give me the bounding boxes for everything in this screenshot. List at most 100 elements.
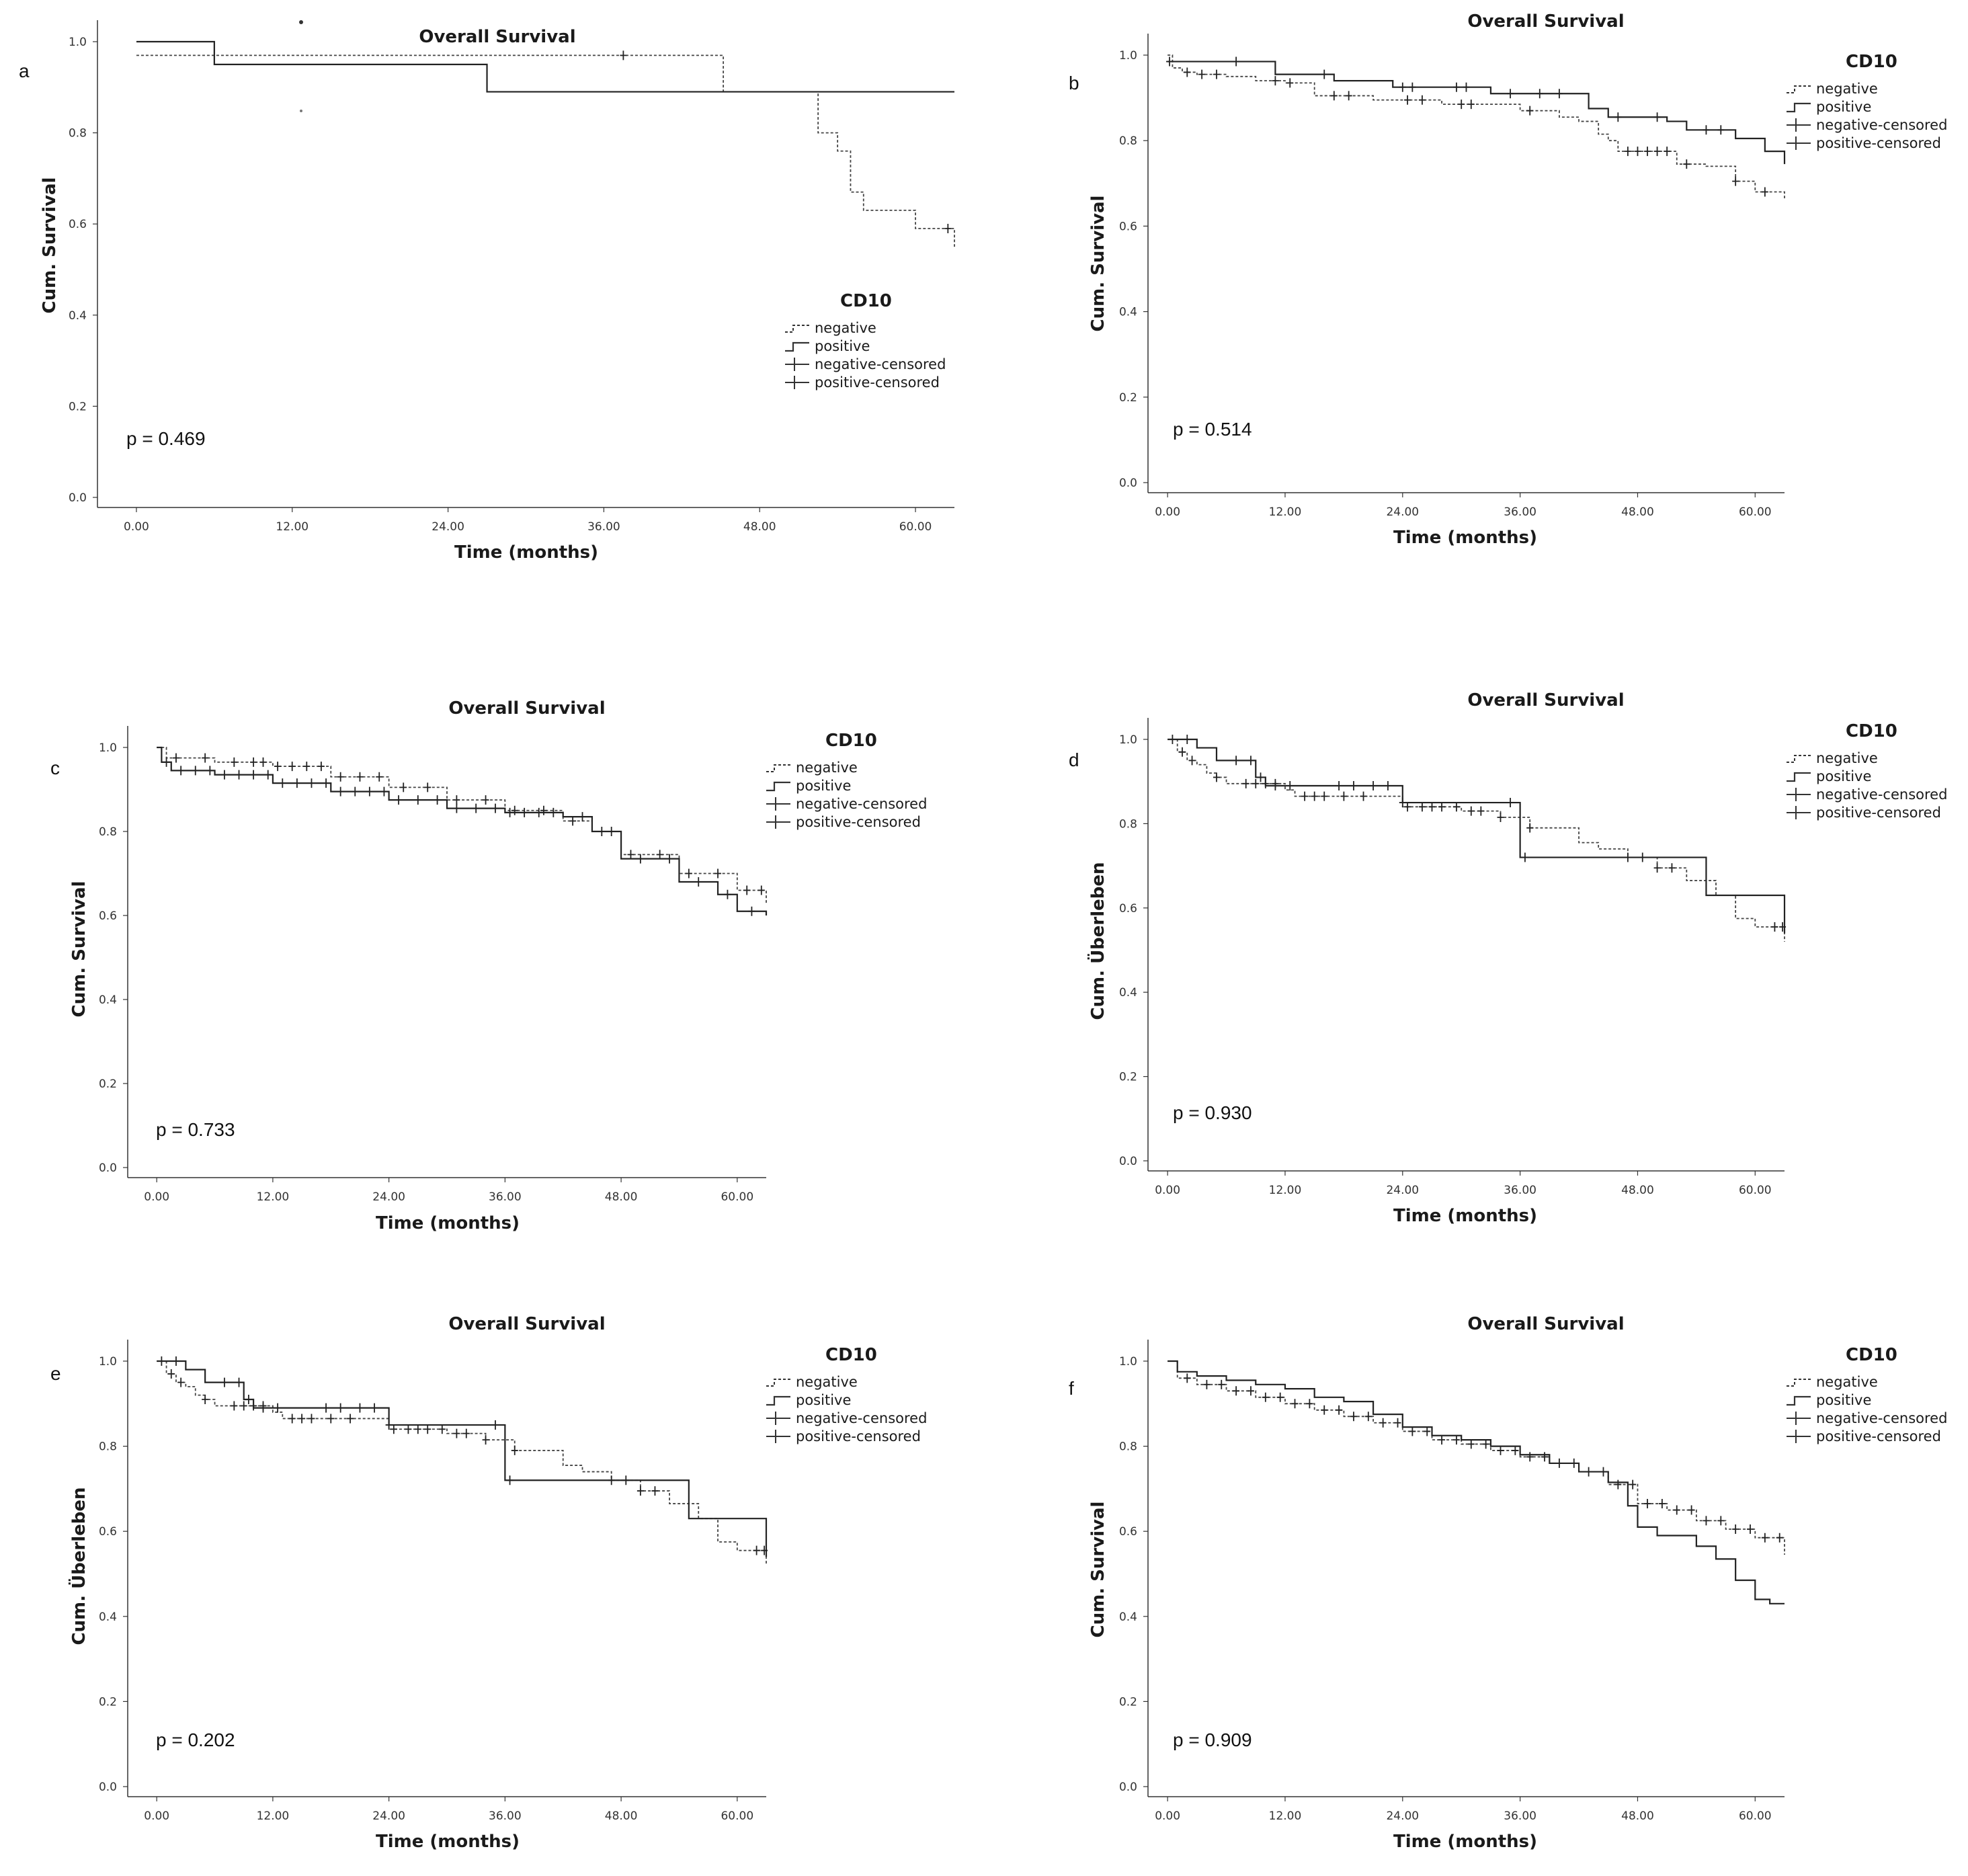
censor-mark-positive xyxy=(356,1403,364,1413)
censor-mark-negative xyxy=(1262,1392,1269,1402)
censor-mark-positive xyxy=(352,786,359,797)
chart-title: Overall Survival xyxy=(448,1314,605,1334)
y-tick-label: 0.6 xyxy=(69,218,87,231)
censor-mark-negative xyxy=(1512,1445,1519,1455)
censor-mark-negative xyxy=(1321,791,1328,801)
legend-label-positive-censored: positive-censored xyxy=(796,814,921,830)
censor-mark-negative xyxy=(1404,95,1411,105)
censor-mark-positive xyxy=(158,1356,165,1366)
y-tick-label: 1.0 xyxy=(1119,1355,1137,1369)
series-line-positive xyxy=(157,1360,768,1557)
legend-label-positive: positive xyxy=(1816,768,1871,784)
x-tick-label: 36.00 xyxy=(1504,505,1536,519)
legend-swatch-positive-censored xyxy=(1787,1430,1811,1443)
censor-mark-negative xyxy=(1213,772,1220,782)
censor-mark-positive xyxy=(453,803,460,813)
p-value: p = 0.930 xyxy=(1173,1102,1252,1123)
censor-mark-negative xyxy=(308,1414,315,1424)
censor-mark-negative xyxy=(1658,1499,1666,1509)
censor-mark-positive xyxy=(1233,56,1240,67)
legend-title: CD10 xyxy=(1846,721,1897,741)
censor-mark-positive xyxy=(1384,780,1391,790)
panel-f: f Overall Survival 0.00 12.00 24.00 36.00 48… xyxy=(1069,1314,1947,1852)
legend-swatch-negative-censored xyxy=(766,797,790,811)
censor-mark-positive xyxy=(308,778,315,788)
censor-mark-positive xyxy=(521,807,528,817)
censor-mark-negative xyxy=(1404,802,1411,812)
censor-mark-negative xyxy=(1428,802,1436,812)
censor-mark-negative xyxy=(1321,1405,1328,1415)
censor-mark-negative xyxy=(240,1401,247,1411)
censor-mark-negative xyxy=(1653,863,1661,873)
series-line-negative xyxy=(1167,739,1785,942)
censor-mark-negative xyxy=(1614,1479,1622,1490)
censor-mark-positive xyxy=(666,854,673,864)
censor-mark-negative xyxy=(1188,756,1196,766)
y-tick-label: 1.0 xyxy=(69,36,87,49)
y-tick-label: 0.2 xyxy=(99,1695,117,1709)
legend-label-positive-censored: positive-censored xyxy=(1816,135,1941,151)
panel-label: d xyxy=(1069,749,1079,770)
censor-mark-positive xyxy=(1463,82,1470,92)
y-tick-label: 0.6 xyxy=(1119,902,1137,915)
chart-title: Overall Survival xyxy=(1467,690,1624,710)
censor-mark-positive xyxy=(192,766,199,776)
legend-swatch-negative xyxy=(1787,755,1811,763)
censor-mark-positive xyxy=(235,770,243,780)
x-tick-label: 0.00 xyxy=(124,520,149,534)
x-tick-label: 48.00 xyxy=(743,520,776,534)
y-tick-label: 0.2 xyxy=(1119,1071,1137,1084)
censor-mark-positive xyxy=(245,1394,252,1404)
plot-area: 0.00 12.00 24.00 36.00 48.00 60.00 0.0 0.2 0.4 0.… xyxy=(99,726,768,1204)
censor-mark-negative xyxy=(1467,99,1475,110)
censor-mark-negative xyxy=(1776,1533,1783,1543)
censor-mark-negative xyxy=(482,795,489,805)
censor-mark-negative xyxy=(1761,187,1768,197)
censor-mark-negative xyxy=(656,850,663,860)
censor-mark-positive xyxy=(579,812,586,822)
censor-mark-negative xyxy=(303,762,311,772)
censor-mark-negative xyxy=(1452,802,1460,812)
censor-mark-negative xyxy=(1330,91,1338,101)
censor-mark-negative xyxy=(1482,1439,1489,1449)
x-axis-label: Time (months) xyxy=(1393,528,1537,548)
censor-mark-positive xyxy=(637,854,644,864)
legend-swatch-positive xyxy=(785,341,809,352)
legend-label-negative: negative xyxy=(796,1374,858,1390)
censor-mark-negative xyxy=(1311,791,1318,801)
x-axis-label: Time (months) xyxy=(1393,1206,1537,1226)
series-line-negative xyxy=(136,54,955,247)
chart-title: Overall Survival xyxy=(448,698,605,719)
censor-mark-positive xyxy=(1286,780,1294,790)
censor-mark-negative xyxy=(231,757,238,767)
x-tick-label: 24.00 xyxy=(1386,1184,1419,1197)
censor-mark-negative xyxy=(1213,69,1220,79)
x-tick-label: 60.00 xyxy=(899,520,932,534)
censor-mark-negative xyxy=(1291,1399,1299,1409)
censor-mark-negative xyxy=(540,805,547,815)
censor-mark-negative xyxy=(1198,69,1206,79)
legend-label-negative-censored: negative-censored xyxy=(796,796,927,812)
censor-mark-negative xyxy=(1452,1435,1460,1445)
censor-mark-negative xyxy=(1252,778,1260,788)
censor-mark-positive xyxy=(220,1377,228,1387)
censor-mark-negative xyxy=(1350,1412,1357,1422)
legend-label-negative-censored: negative-censored xyxy=(1816,786,1947,803)
censor-mark-negative xyxy=(390,1424,397,1434)
y-tick-label: 0.0 xyxy=(99,1781,117,1794)
legend-swatch-negative-censored xyxy=(1787,1412,1811,1425)
censor-mark-positive xyxy=(1233,756,1240,766)
censor-mark-positive xyxy=(622,1475,630,1485)
censor-mark-negative xyxy=(1477,806,1485,816)
x-tick-label: 60.00 xyxy=(721,1190,753,1204)
censor-mark-negative xyxy=(172,753,179,763)
x-tick-label: 60.00 xyxy=(721,1809,753,1823)
panel-e: e Overall Survival 0.00 12.00 24.00 36.00 48… xyxy=(50,1314,927,1852)
y-tick-label: 0.8 xyxy=(1119,817,1137,831)
y-tick-label: 0.8 xyxy=(1119,134,1137,148)
legend: CD10 negative positive negative-censored… xyxy=(766,731,927,830)
legend-swatch-positive xyxy=(1787,772,1811,782)
series-line-positive xyxy=(136,40,954,93)
x-axis-label: Time (months) xyxy=(454,542,598,563)
x-axis-label: Time (months) xyxy=(376,1832,520,1852)
